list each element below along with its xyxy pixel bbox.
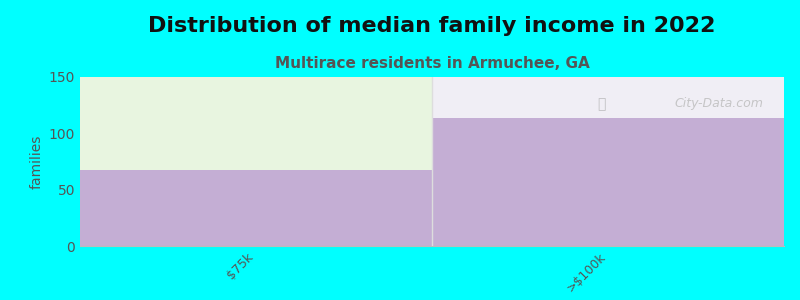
Text: Distribution of median family income in 2022: Distribution of median family income in … bbox=[148, 16, 716, 36]
Bar bbox=[80, 77, 432, 170]
Text: City-Data.com: City-Data.com bbox=[674, 97, 763, 110]
Text: Multirace residents in Armuchee, GA: Multirace residents in Armuchee, GA bbox=[274, 56, 590, 71]
Bar bbox=[432, 118, 784, 246]
Bar bbox=[80, 170, 432, 246]
Y-axis label: families: families bbox=[30, 134, 43, 188]
Text: ⦾: ⦾ bbox=[598, 97, 606, 111]
Bar bbox=[432, 77, 784, 118]
